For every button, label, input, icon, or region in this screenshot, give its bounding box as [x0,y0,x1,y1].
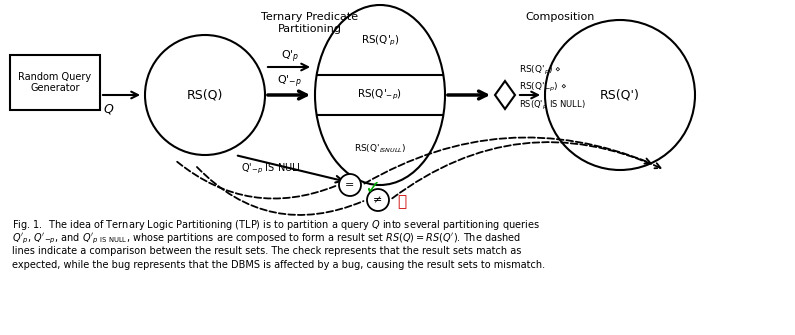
Text: Random Query
Generator: Random Query Generator [18,72,91,93]
Text: ≠: ≠ [374,195,382,205]
Text: RS(Q'$_{-p}$) $\diamond$: RS(Q'$_{-p}$) $\diamond$ [519,80,567,93]
Text: =: = [345,180,355,190]
Ellipse shape [315,5,445,185]
Text: Ternary Predicate
Partitioning: Ternary Predicate Partitioning [262,12,359,34]
Circle shape [367,189,389,211]
Text: 🐛: 🐛 [398,195,406,209]
Text: Q: Q [103,103,113,116]
FancyBboxPatch shape [10,55,100,110]
Text: RS(Q): RS(Q) [187,88,223,102]
Circle shape [145,35,265,155]
Text: RS(Q'$_{IS NULL}$): RS(Q'$_{IS NULL}$) [354,143,406,155]
Text: RS(Q'$_p$): RS(Q'$_p$) [360,34,400,48]
Text: $Q'_p$, $Q'_{-p}$, and $Q'_{p\ \mathrm{IS\ NULL}}$, whose partitions are compose: $Q'_p$, $Q'_{-p}$, and $Q'_{p\ \mathrm{I… [12,232,521,247]
Text: RS(Q'$_p$) $\diamond$: RS(Q'$_p$) $\diamond$ [519,63,562,77]
Text: ✓: ✓ [364,179,380,198]
Text: expected, while the bug represents that the DBMS is affected by a bug, causing t: expected, while the bug represents that … [12,260,545,270]
Text: Q'$_p$: Q'$_p$ [281,49,299,65]
Text: lines indicate a comparison between the result sets. The check represents that t: lines indicate a comparison between the … [12,246,522,256]
Text: RS(Q'$_{-p}$): RS(Q'$_{-p}$) [358,88,402,102]
Polygon shape [495,81,515,109]
Text: RS(Q'): RS(Q') [600,88,640,102]
Circle shape [545,20,695,170]
Text: RS(Q'$_{p}$ IS NULL): RS(Q'$_{p}$ IS NULL) [519,98,586,112]
Circle shape [339,174,361,196]
Text: Fig. 1.  The idea of Ternary Logic Partitioning (TLP) is to partition a query $Q: Fig. 1. The idea of Ternary Logic Partit… [12,218,540,232]
Text: Q'$_{-p}$ IS NULL: Q'$_{-p}$ IS NULL [241,162,304,176]
Text: Composition: Composition [525,12,595,22]
Text: Q'$_{-p}$: Q'$_{-p}$ [277,74,303,90]
